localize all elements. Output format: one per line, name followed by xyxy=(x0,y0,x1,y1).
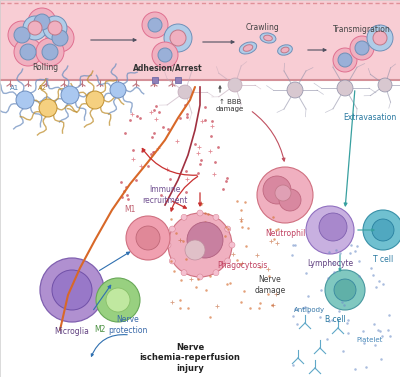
Text: Immune
recruitment: Immune recruitment xyxy=(142,185,188,205)
Text: Extravasation: Extravasation xyxy=(343,113,397,123)
Circle shape xyxy=(165,242,171,248)
Circle shape xyxy=(36,38,64,66)
Text: Nerve
protection: Nerve protection xyxy=(108,315,148,335)
Circle shape xyxy=(28,21,42,35)
Circle shape xyxy=(355,41,369,55)
Circle shape xyxy=(42,44,58,60)
Circle shape xyxy=(148,18,162,32)
Ellipse shape xyxy=(239,42,257,54)
Circle shape xyxy=(213,214,219,220)
Text: Adhesion/Arrest: Adhesion/Arrest xyxy=(133,63,203,72)
Circle shape xyxy=(110,82,126,98)
Circle shape xyxy=(168,213,232,277)
Circle shape xyxy=(338,53,352,67)
Circle shape xyxy=(23,16,47,40)
Text: B cell: B cell xyxy=(325,316,345,325)
Text: M2: M2 xyxy=(94,325,106,334)
Circle shape xyxy=(225,258,231,264)
Circle shape xyxy=(178,85,192,99)
Circle shape xyxy=(14,27,30,43)
Text: Lymphocyte: Lymphocyte xyxy=(307,259,353,268)
Text: Platelet: Platelet xyxy=(357,337,383,343)
Text: A1: A1 xyxy=(10,85,20,91)
Bar xyxy=(175,77,181,83)
Circle shape xyxy=(337,80,353,96)
Circle shape xyxy=(61,86,79,104)
Circle shape xyxy=(142,12,168,38)
Circle shape xyxy=(14,38,42,66)
Circle shape xyxy=(8,21,36,49)
Circle shape xyxy=(52,30,68,46)
Circle shape xyxy=(229,242,235,248)
Circle shape xyxy=(52,270,92,310)
Circle shape xyxy=(228,78,242,92)
Circle shape xyxy=(333,48,357,72)
Circle shape xyxy=(158,48,172,62)
Circle shape xyxy=(164,24,192,52)
Circle shape xyxy=(197,274,203,280)
Circle shape xyxy=(213,270,219,276)
Circle shape xyxy=(96,278,140,322)
Ellipse shape xyxy=(281,47,289,53)
Text: Rolling: Rolling xyxy=(32,63,58,72)
Circle shape xyxy=(319,213,347,241)
Circle shape xyxy=(367,25,393,51)
Text: ↑ BBB
damage: ↑ BBB damage xyxy=(216,98,244,112)
Circle shape xyxy=(306,206,354,254)
Text: A2: A2 xyxy=(38,85,46,91)
Circle shape xyxy=(225,226,231,232)
Circle shape xyxy=(43,16,67,40)
Circle shape xyxy=(136,226,160,250)
Circle shape xyxy=(325,270,365,310)
Text: Phagocytosis: Phagocytosis xyxy=(217,261,267,270)
Circle shape xyxy=(106,288,130,312)
Text: Microglia: Microglia xyxy=(54,328,90,337)
Circle shape xyxy=(185,240,205,260)
Circle shape xyxy=(363,210,400,250)
Text: Nerve
damage: Nerve damage xyxy=(254,275,286,295)
Circle shape xyxy=(34,14,50,30)
Ellipse shape xyxy=(260,33,276,43)
Circle shape xyxy=(334,279,356,301)
Circle shape xyxy=(187,222,223,258)
Text: Transmigration: Transmigration xyxy=(333,26,391,35)
Circle shape xyxy=(169,258,175,264)
Circle shape xyxy=(378,78,392,92)
Bar xyxy=(152,77,158,83)
Circle shape xyxy=(181,214,187,220)
Circle shape xyxy=(86,91,104,109)
Circle shape xyxy=(126,216,170,260)
Circle shape xyxy=(169,226,175,232)
Circle shape xyxy=(48,21,62,35)
Text: Nerve
ischemia-reperfusion
injury: Nerve ischemia-reperfusion injury xyxy=(140,343,240,373)
Circle shape xyxy=(170,30,186,46)
Circle shape xyxy=(39,99,57,117)
Circle shape xyxy=(181,270,187,276)
Ellipse shape xyxy=(264,35,272,41)
Circle shape xyxy=(263,176,291,204)
Text: M1: M1 xyxy=(124,205,136,215)
Ellipse shape xyxy=(278,45,292,55)
Text: T cell: T cell xyxy=(373,256,393,265)
Circle shape xyxy=(46,24,74,52)
Circle shape xyxy=(350,36,374,60)
Circle shape xyxy=(287,82,303,98)
Text: Antibody: Antibody xyxy=(294,307,326,313)
Circle shape xyxy=(16,91,34,109)
Circle shape xyxy=(372,219,394,241)
Ellipse shape xyxy=(243,45,253,51)
Text: Neutrophil: Neutrophil xyxy=(265,228,305,238)
Text: Crawling: Crawling xyxy=(245,23,279,32)
Circle shape xyxy=(197,210,203,216)
Circle shape xyxy=(40,258,104,322)
Circle shape xyxy=(152,42,178,68)
Circle shape xyxy=(373,31,387,45)
Circle shape xyxy=(275,185,291,201)
Circle shape xyxy=(257,167,313,223)
Circle shape xyxy=(20,44,36,60)
Bar xyxy=(0,0,400,80)
Circle shape xyxy=(28,8,56,36)
Circle shape xyxy=(279,189,301,211)
